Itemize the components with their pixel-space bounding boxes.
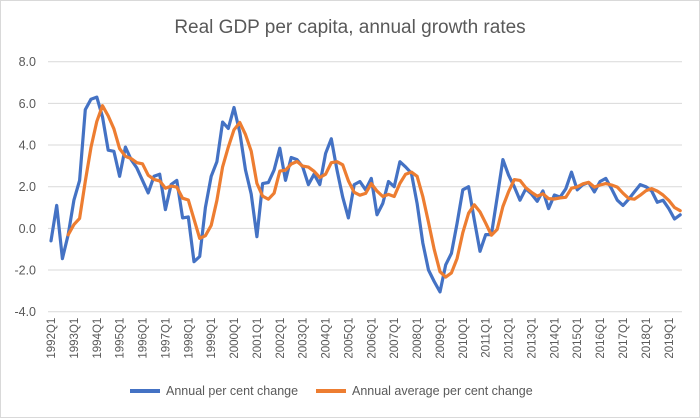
- chart-title: Real GDP per capita, annual growth rates: [174, 17, 526, 38]
- x-tick-label: 2007Q1: [389, 318, 401, 359]
- x-tick-label: 2011Q1: [481, 318, 493, 358]
- x-tick-label: 1996Q1: [138, 318, 150, 359]
- x-tick-label: 2006Q1: [366, 318, 378, 359]
- y-tick-label: -4.0: [14, 305, 36, 319]
- x-tick-label: 1995Q1: [115, 318, 127, 359]
- x-tick-label: 2018Q1: [641, 318, 653, 359]
- x-tick-label: 2005Q1: [343, 318, 355, 359]
- legend-label: Annual average per cent change: [352, 384, 533, 398]
- x-tick-label: 2009Q1: [435, 318, 447, 359]
- x-tick-label: 2013Q1: [526, 318, 538, 359]
- y-tick-label: -2.0: [14, 264, 36, 278]
- legend-swatch-blue: [130, 389, 160, 393]
- x-tick-label: 2012Q1: [504, 318, 516, 359]
- legend-item-annual-average: Annual average per cent change: [316, 384, 533, 398]
- x-tick-label: 2019Q1: [664, 318, 676, 359]
- x-tick-label: 2017Q1: [618, 318, 630, 359]
- x-tick-label: 1994Q1: [92, 318, 104, 359]
- x-tick-label: 2000Q1: [229, 318, 241, 359]
- x-tick-label: 2004Q1: [321, 318, 333, 359]
- x-tick-label: 2014Q1: [549, 318, 561, 359]
- x-tick-label: 2010Q1: [458, 318, 470, 359]
- x-tick-label: 2016Q1: [595, 318, 607, 359]
- x-tick-label: 1993Q1: [69, 318, 81, 359]
- x-tick-label: 1997Q1: [160, 318, 172, 359]
- series-line-annual-average: [66, 104, 682, 279]
- legend-item-annual-change: Annual per cent change: [130, 384, 298, 398]
- x-tick-label: 2003Q1: [298, 318, 310, 359]
- y-tick-label: 2.0: [19, 180, 36, 194]
- x-tick-label: 2002Q1: [275, 318, 287, 359]
- x-tick-label: 2008Q1: [412, 318, 424, 359]
- y-tick-label: 8.0: [19, 55, 36, 69]
- y-tick-label: 4.0: [19, 139, 36, 153]
- legend-swatch-orange: [316, 389, 346, 393]
- x-tick-label: 1999Q1: [206, 318, 218, 359]
- x-tick-label: 2015Q1: [572, 318, 584, 359]
- y-tick-label: 6.0: [19, 97, 36, 111]
- x-tick-label: 1992Q1: [46, 318, 58, 359]
- x-tick-label: 2001Q1: [252, 318, 264, 359]
- legend-label: Annual per cent change: [166, 384, 299, 398]
- x-tick-label: 1998Q1: [183, 318, 195, 359]
- y-tick-label: 0.0: [19, 222, 36, 236]
